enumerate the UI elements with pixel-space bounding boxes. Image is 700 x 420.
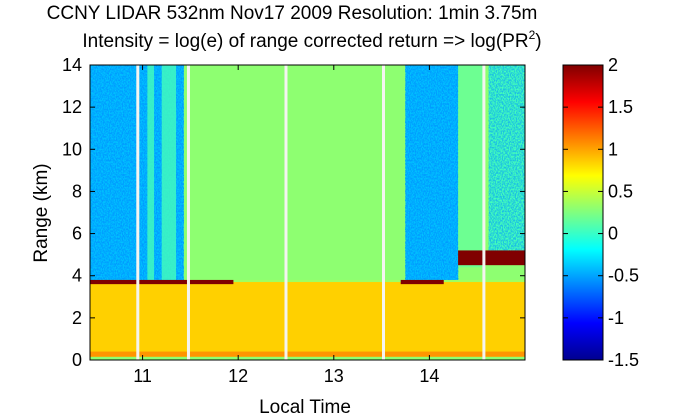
y-tick-label: 2	[72, 308, 82, 328]
y-axis: 0 2 4 6 8 10 12 14	[62, 55, 525, 370]
y-tick-label: 10	[62, 139, 82, 159]
chart-subtitle: Intensity = log(e) of range corrected re…	[82, 28, 541, 52]
x-axis-label: Local Time	[259, 397, 351, 418]
y-tick-label: 8	[72, 181, 82, 201]
x-tick-label: 12	[228, 366, 248, 386]
y-tick-label: 0	[72, 350, 82, 370]
y-tick-label: 12	[62, 97, 82, 117]
colorbar-tick-label: 0	[608, 224, 618, 244]
transition-strip-1	[161, 65, 177, 280]
boundary-layer-region	[90, 282, 525, 360]
colorbar-tick-label: 1	[608, 139, 618, 159]
colorbar-tick-label: -1.5	[608, 350, 639, 370]
colorbar	[562, 64, 604, 361]
colorbar-tick-label: -1	[608, 308, 624, 328]
surface-band	[90, 351, 525, 357]
colorbar-ticks: -1.5 -1 -0.5 0 0.5 1 1.5 2	[563, 55, 639, 370]
elevated-cloud-layer	[458, 250, 525, 266]
y-tick-label: 4	[72, 266, 82, 286]
data-gap-1	[186, 65, 190, 360]
colorbar-tick-label: 2	[608, 55, 618, 75]
colorbar-tick-label: 1.5	[608, 97, 633, 117]
data-gap-4	[482, 65, 486, 360]
y-tick-label: 6	[72, 224, 82, 244]
x-tick-label: 13	[324, 366, 344, 386]
plot-area	[90, 65, 525, 360]
cloud-top-line-0	[90, 279, 234, 285]
chart-title: CCNY LIDAR 532nm Nov17 2009 Resolution: …	[47, 3, 538, 24]
x-tick-label: 11	[133, 366, 152, 386]
noise-speckle-2	[488, 65, 525, 251]
x-tick-label: 14	[419, 366, 439, 386]
noise-speckle-1	[405, 65, 459, 280]
data-gap-2	[284, 65, 288, 360]
cloud-top-line-1	[400, 279, 444, 285]
colorbar-tick-label: -0.5	[608, 266, 639, 286]
ground-band	[90, 356, 525, 360]
colorbar-tick-label: 0.5	[608, 181, 633, 201]
plot-frame	[89, 64, 526, 361]
y-tick-label: 14	[62, 55, 82, 75]
data-gap-3	[382, 65, 386, 360]
transition-block	[458, 65, 483, 268]
x-axis: 11 12 13 14	[133, 65, 439, 386]
y-axis-label: Range (km)	[31, 163, 52, 262]
data-gap-0	[136, 65, 140, 360]
transition-strip-0	[147, 65, 155, 280]
